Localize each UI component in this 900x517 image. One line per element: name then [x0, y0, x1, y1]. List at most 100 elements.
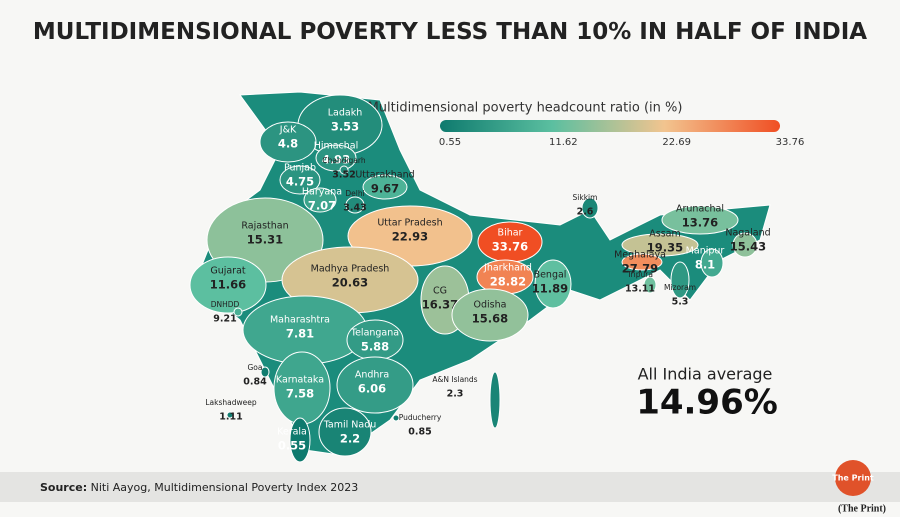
region-shape	[233, 307, 243, 317]
region-name: Rajasthan	[241, 221, 288, 232]
region-value: 27.79	[622, 262, 658, 276]
region-name: Uttarakhand	[355, 170, 414, 181]
region-value: 15.68	[472, 312, 508, 326]
region-value: 22.93	[392, 230, 428, 244]
region-value: 28.82	[490, 275, 526, 289]
region-value: 5.3	[672, 297, 689, 308]
region-name: DNHDD	[211, 300, 240, 309]
region: Lakshadweep 1.11	[205, 398, 256, 423]
legend-tick-label: 0.55	[439, 137, 461, 148]
region-shape	[336, 356, 414, 414]
region-value: 0.85	[408, 427, 431, 438]
region-value: 16.37	[422, 298, 458, 312]
region-value: 3.52	[332, 170, 355, 181]
region-name: Tamil Nadu	[323, 420, 377, 431]
title-text: MULTIDIMENSIONAL POVERTY LESS THAN 10% I…	[33, 19, 867, 45]
region-shape	[700, 248, 724, 278]
region-name: Jharkhand	[483, 263, 532, 274]
region-value: 33.76	[492, 240, 528, 254]
region-name: Bihar	[498, 228, 523, 239]
region-shape	[732, 232, 758, 258]
region-shape	[362, 174, 408, 200]
region-name: Uttar Pradesh	[377, 218, 442, 229]
region-name: Andhra	[355, 370, 389, 381]
region-name: Ladakh	[328, 108, 363, 119]
region-name: Gujarat	[210, 266, 246, 277]
region-name: Kerala	[277, 427, 307, 438]
source-text: Niti Aayog, Multidimensional Poverty Ind…	[91, 481, 359, 494]
region: Sikkim 2.6	[573, 193, 599, 219]
region-value: 11.66	[210, 278, 246, 292]
legend-tick-label: 11.62	[549, 137, 578, 148]
region-shape	[315, 144, 357, 172]
region-name: Odisha	[474, 300, 507, 311]
region-shape	[189, 256, 267, 314]
region-value: 2.6	[577, 207, 594, 218]
legend-tick-label: 22.69	[662, 137, 691, 148]
region-name: Madhya Pradesh	[311, 264, 390, 275]
region-name: Arunachal	[676, 204, 724, 215]
region-value: 7.07	[308, 199, 336, 213]
region-name: CG	[433, 286, 447, 297]
region-name: Himachal	[314, 141, 359, 152]
region-name: Bengal	[534, 270, 567, 281]
region-value: 6.06	[358, 382, 386, 396]
legend-title: Multidimensional poverty headcount ratio…	[368, 101, 683, 116]
region-name: Sikkim	[573, 193, 598, 202]
region-shape	[260, 366, 270, 378]
region-shape	[621, 253, 663, 271]
logo: The Print	[832, 474, 874, 483]
region-value: 2.3	[447, 389, 464, 400]
region-name: Meghalaya	[614, 250, 666, 261]
region-name: Puducherry	[399, 413, 442, 422]
region-shape	[621, 233, 699, 257]
region: Puducherry 0.85	[392, 413, 442, 438]
region-name: Telangana	[350, 328, 399, 339]
region-name: J&K	[279, 125, 297, 136]
region-value: 20.63	[332, 276, 368, 290]
region-shape	[345, 196, 365, 214]
region-value: 3.53	[331, 120, 359, 134]
region: A&N Islands 2.3	[432, 371, 501, 429]
region-name: Tripura	[626, 270, 653, 279]
region-name: Karnataka	[276, 375, 324, 386]
region-value: 5.88	[361, 340, 389, 354]
region: Tripura 13.11	[625, 270, 657, 295]
region-shape	[303, 187, 337, 213]
region-value: 15.31	[247, 233, 283, 247]
region-name: Lakshadweep	[205, 398, 256, 407]
region-value: 4.93	[322, 153, 350, 167]
region-shape	[392, 414, 400, 422]
region-value: 8.1	[695, 258, 715, 272]
region-name: Nagaland	[725, 228, 770, 239]
region-shape	[581, 197, 599, 219]
region-name: Haryana	[302, 187, 342, 198]
region-name: Goa	[248, 363, 263, 372]
region-value: 9.21	[213, 314, 236, 325]
region-value: 19.35	[647, 241, 683, 255]
region-shape	[451, 288, 529, 342]
region-value: 9.67	[371, 182, 399, 196]
region-name: Chandigarh	[322, 156, 365, 165]
region-name: Maharashtra	[270, 315, 330, 326]
title: MULTIDIMENSIONAL POVERTY LESS THAN 10% I…	[33, 19, 867, 45]
source-bar	[0, 472, 900, 502]
region-value: 7.81	[286, 327, 314, 341]
region-value: 7.58	[286, 387, 314, 401]
average-label: All India average	[638, 365, 773, 384]
